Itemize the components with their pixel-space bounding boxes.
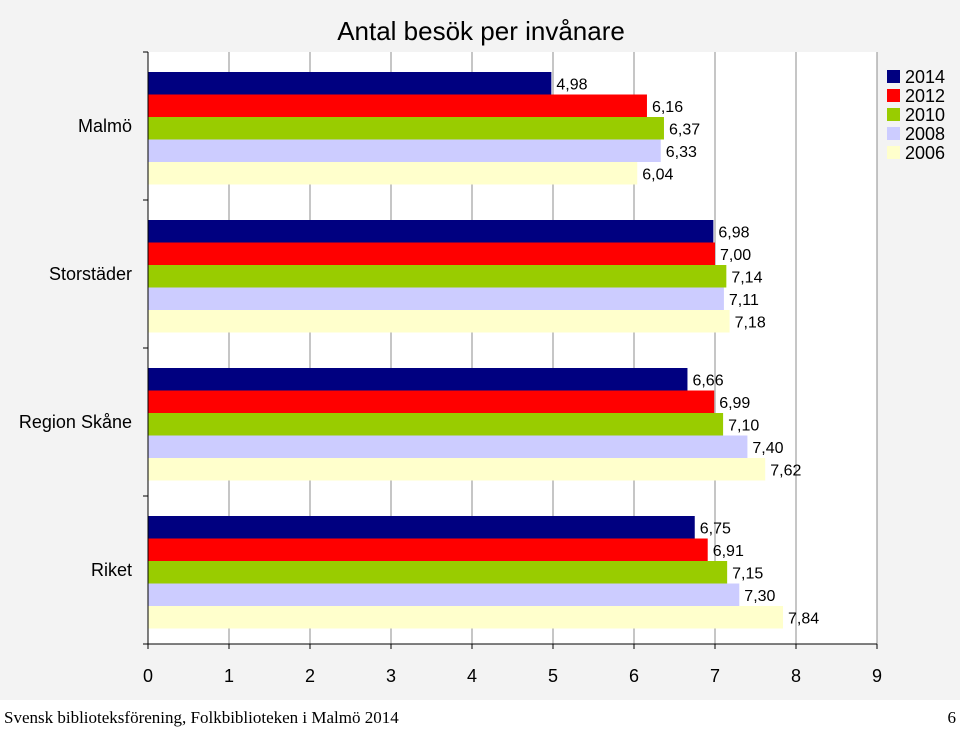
x-tick-label: 5 [548,666,558,686]
category-label: Storstäder [49,264,132,284]
bars [148,72,784,629]
chart-title: Antal besök per invånare [337,16,625,46]
legend-label: 2012 [905,86,945,106]
bar [148,606,784,629]
data-label: 6,16 [652,99,683,116]
data-label: 7,30 [744,588,775,605]
x-tick-label: 2 [305,666,315,686]
bar [148,561,728,584]
data-label: 6,33 [666,144,697,161]
category-label: Riket [91,560,132,580]
data-label: 7,18 [735,314,766,331]
legend-swatch [887,127,900,140]
x-tick-label: 1 [224,666,234,686]
bar [148,139,661,162]
data-label: 7,00 [720,247,751,264]
bar [148,583,740,606]
bar [148,117,664,140]
bar [148,390,715,413]
data-label: 7,15 [732,565,763,582]
legend-label: 2010 [905,105,945,125]
bar [148,516,695,539]
bar [148,220,714,243]
bar [148,287,724,310]
legend-swatch [887,89,900,102]
bar-chart: 4,98 6,16 6,37 6,33 6,04 6,98 7,00 7,14 7,11 7,18… [19,16,945,686]
legend-label: 2014 [905,67,945,87]
data-label: 7,62 [770,462,801,479]
bar [148,265,727,288]
data-label: 6,66 [692,372,723,389]
data-label: 7,40 [752,440,783,457]
x-tick-label: 3 [386,666,396,686]
bar [148,538,708,561]
category-label: Malmö [78,116,132,136]
legend-swatch [887,146,900,159]
data-label: 7,84 [788,610,819,627]
bar [148,242,715,265]
bar [148,310,730,333]
x-tick-label: 0 [143,666,153,686]
category-labels: Malmö Storstäder Region Skåne Riket [19,116,132,580]
bar [148,458,766,481]
data-label: 6,91 [713,543,744,560]
data-label: 6,75 [700,520,731,537]
data-labels: 4,98 6,16 6,37 6,33 6,04 6,98 7,00 7,14 7,11 7,18… [556,76,819,627]
category-label: Region Skåne [19,412,132,432]
page-number: 6 [947,708,957,727]
x-tick-label: 9 [872,666,882,686]
data-label: 7,10 [728,417,759,434]
data-label: 6,04 [642,166,673,183]
bar [148,413,724,436]
bar [148,435,748,458]
x-tick-label: 7 [710,666,720,686]
chart-area: 4,98 6,16 6,37 6,33 6,04 6,98 7,00 7,14 7,11 7,18… [0,0,960,700]
bar [148,162,638,185]
x-tick-label: 8 [791,666,801,686]
data-label: 6,99 [719,395,750,412]
bar [148,368,688,391]
bar [148,72,552,95]
x-tick-label: 6 [629,666,639,686]
legend-swatch [887,108,900,121]
data-label: 4,98 [556,76,587,93]
data-label: 7,11 [729,292,759,309]
legend-label: 2006 [905,143,945,163]
data-label: 6,98 [718,224,749,241]
legend-swatch [887,70,900,83]
bar [148,94,647,117]
data-label: 7,14 [731,269,762,286]
footer: Svensk biblioteksförening, Folkbibliotek… [0,700,960,730]
footer-source: Svensk biblioteksförening, Folkbibliotek… [4,708,399,727]
legend-label: 2008 [905,124,945,144]
data-label: 6,37 [669,121,700,138]
x-tick-labels: 0 1 2 3 4 5 6 7 8 9 [143,666,882,686]
x-tick-label: 4 [467,666,477,686]
